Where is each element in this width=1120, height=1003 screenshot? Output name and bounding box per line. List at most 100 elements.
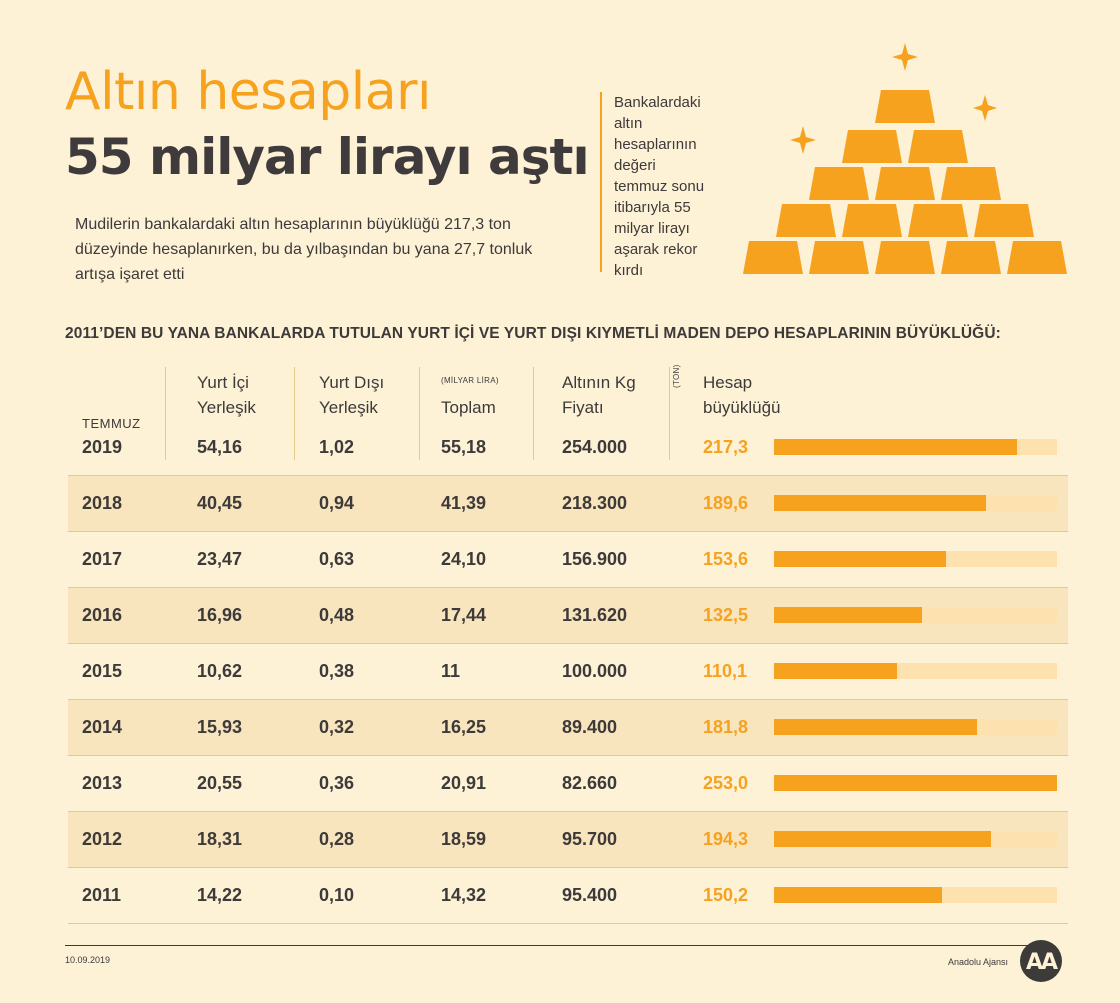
cell-domestic: 23,47 (197, 549, 243, 569)
cell-foreign: 0,36 (319, 773, 355, 793)
bar-fill (774, 551, 946, 567)
cell-year: 2016 (82, 605, 123, 625)
cell-foreign: 0,28 (319, 829, 355, 849)
unit-ton: (TON) (672, 364, 681, 388)
table-row: 2017 23,47 0,63 24,10 156.900 153,6 (68, 532, 1068, 588)
side-note-line: itibarıyla 55 (614, 199, 691, 216)
bar-fill (774, 607, 923, 623)
cell-domestic: 10,62 (197, 661, 243, 681)
cell-size-label: 150,2 (703, 885, 749, 905)
bar-track (774, 439, 1057, 455)
page-title-line2: 55 milyar lirayı aştı (65, 128, 590, 186)
table-row: 2019 54,16 1,02 55,18 254.000 217,3 (68, 420, 1068, 476)
cell-size-label: 132,5 (703, 605, 749, 625)
cell-year: 2017 (82, 549, 123, 569)
gold-bar-icon (875, 241, 935, 274)
cell-year: 2014 (82, 717, 123, 737)
gold-bar-icon (809, 241, 869, 274)
gold-bar-icon (776, 204, 836, 237)
table-row: 2012 18,31 0,28 18,59 95.700 194,3 (68, 812, 1068, 868)
cell-domestic: 40,45 (197, 493, 243, 513)
side-note-text: Bankalardaki altın hesaplarının değeri temmu… (614, 92, 724, 281)
column-divider (294, 367, 295, 460)
cell-year: 2015 (82, 661, 123, 681)
cell-total: 16,25 (441, 717, 487, 737)
gold-bars-pyramid-icon (743, 43, 1067, 274)
header-account-size: Hesap büyüklüğü (703, 373, 781, 417)
bar-track (774, 775, 1057, 791)
table-row: 2018 40,45 0,94 41,39 218.300 189,6 (68, 476, 1068, 532)
side-note-line: altın (614, 115, 643, 132)
anadolu-agency-logo-icon: AA (1020, 940, 1062, 982)
gold-bar-icon (743, 241, 803, 274)
cell-domestic: 20,55 (197, 773, 243, 793)
header-total: Toplam (441, 398, 496, 417)
side-note-line: Bankalardaki (614, 94, 701, 111)
cell-price: 100.000 (562, 661, 628, 681)
data-table: 2019 54,16 1,02 55,18 254.000 217,3 2018 40,45 0… (68, 420, 1068, 924)
cell-domestic: 18,31 (197, 829, 243, 849)
gold-bar-icon (842, 130, 902, 163)
bar-fill (774, 495, 987, 511)
temmuz-label: TEMMUZ (82, 416, 141, 431)
gold-bar-icon (908, 204, 968, 237)
cell-foreign: 0,32 (319, 717, 355, 737)
bar-track (774, 551, 1057, 567)
cell-price: 82.660 (562, 773, 618, 793)
cell-price: 156.900 (562, 549, 628, 569)
page-title-line1: Altın hesapları (65, 62, 431, 122)
bar-track (774, 831, 1057, 847)
table-row: 2011 14,22 0,10 14,32 95.400 150,2 (68, 868, 1068, 924)
cell-foreign: 0,48 (319, 605, 355, 625)
side-note-line: değeri (614, 157, 656, 174)
gold-bar-icon (875, 167, 935, 200)
column-divider (165, 367, 166, 460)
cell-foreign: 0,10 (319, 885, 355, 905)
cell-size-label: 153,6 (703, 549, 749, 569)
cell-total: 41,39 (441, 493, 487, 513)
gold-bar-icon (941, 241, 1001, 274)
bar-track (774, 719, 1057, 735)
cell-total: 18,59 (441, 829, 487, 849)
header-gold-price: Altının Kg Fiyatı (562, 373, 636, 417)
cell-foreign: 0,63 (319, 549, 355, 569)
column-divider (533, 367, 534, 460)
cell-year: 2011 (82, 885, 122, 905)
bar-track (774, 607, 1057, 623)
cell-size-label: 110,1 (703, 661, 748, 681)
side-note-line: hesaplarının (614, 136, 697, 153)
cell-price: 95.700 (562, 829, 618, 849)
bar-fill (774, 719, 978, 735)
header-domestic: Yurt İçi Yerleşik (197, 373, 256, 417)
cell-price: 95.400 (562, 885, 618, 905)
bar-fill (774, 663, 898, 679)
cell-total: 14,32 (441, 885, 487, 905)
gold-bar-icon (842, 204, 902, 237)
cell-foreign: 0,38 (319, 661, 355, 681)
footer-date: 10.09.2019 (65, 955, 111, 965)
cell-total: 24,10 (441, 549, 487, 569)
bar-fill (774, 775, 1057, 791)
cell-size-label: 217,3 (703, 437, 749, 457)
cell-domestic: 14,22 (197, 885, 243, 905)
sparkle-icon (790, 43, 997, 154)
side-note-line: kırdı (614, 262, 644, 279)
cell-price: 89.400 (562, 717, 618, 737)
column-divider (669, 367, 670, 460)
column-divider (419, 367, 420, 460)
footer-source: Anadolu Ajansı (948, 957, 1009, 967)
bar-track (774, 887, 1057, 903)
cell-foreign: 1,02 (319, 437, 355, 457)
cell-foreign: 0,94 (319, 493, 355, 513)
cell-year: 2018 (82, 493, 123, 513)
side-note-line: temmuz sonu (614, 178, 705, 195)
cell-size-label: 194,3 (703, 829, 749, 849)
bar-track (774, 663, 1057, 679)
header-foreign: Yurt Dışı Yerleşik (319, 373, 385, 417)
cell-size-label: 189,6 (703, 493, 749, 513)
bar-fill (774, 831, 992, 847)
table-row: 2013 20,55 0,36 20,91 82.660 253,0 (68, 756, 1068, 812)
footer-divider (65, 945, 1055, 946)
cell-price: 218.300 (562, 493, 628, 513)
bar-fill (774, 887, 942, 903)
